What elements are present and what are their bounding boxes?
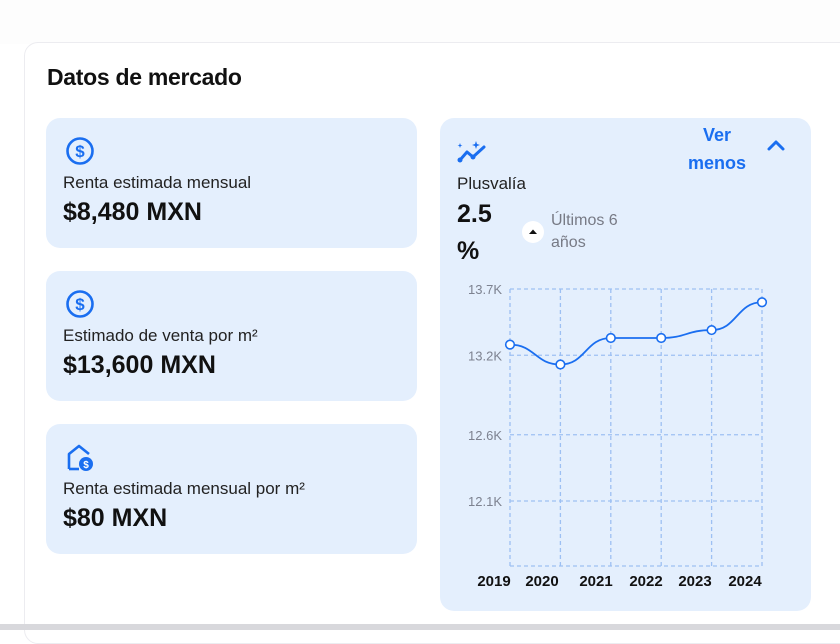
house-dollar-icon: $	[67, 444, 93, 471]
data-point	[656, 332, 667, 344]
trend-up-badge	[522, 221, 544, 243]
period-line-2: años	[551, 234, 586, 251]
stat-label: Estimado de venta por m²	[63, 326, 258, 345]
svg-text:$: $	[75, 295, 85, 314]
stat-value: $8,480 MXN	[63, 198, 202, 226]
stat-value: $13,600 MXN	[63, 351, 216, 379]
x-tick-label: 2021	[579, 573, 612, 590]
y-tick-label: 13.7K	[468, 282, 502, 297]
stat-card-sale-per-m2: $ Estimado de venta por m² $13,600 MXN	[46, 271, 417, 401]
x-tick-label: 2020	[525, 573, 558, 590]
top-strip	[0, 0, 840, 44]
plusvalia-unit: %	[457, 237, 480, 265]
stat-label: Renta estimada mensual	[63, 173, 252, 192]
plusvalia-label: Plusvalía	[457, 174, 526, 193]
toggle-line-1: Ver	[702, 125, 732, 145]
toggle-ver-menos-button[interactable]: Ver menos	[685, 121, 749, 177]
x-tick-label: 2022	[629, 573, 662, 590]
trend-sparkle-icon	[457, 141, 486, 163]
period-text: Últimos 6 años	[551, 210, 618, 254]
period-line-1: Últimos 6	[551, 212, 618, 229]
y-tick-label: 13.2K	[468, 348, 502, 363]
stat-card-rent-per-m2: $ Renta estimada mensual por m² $80 MXN	[46, 424, 417, 554]
data-point	[555, 359, 566, 370]
x-tick-label: 2024	[728, 573, 762, 590]
series-line	[509, 301, 763, 366]
data-point	[706, 324, 717, 336]
plusvalia-value: 2.5	[457, 200, 492, 228]
section-title: Datos de mercado	[47, 64, 242, 90]
stat-value: $80 MXN	[63, 504, 168, 532]
plusvalia-panel	[440, 118, 811, 611]
stat-card-monthly-rent: $ Renta estimada mensual $8,480 MXN	[46, 118, 417, 248]
toggle-line-2: menos	[687, 153, 747, 173]
chevron-up-icon[interactable]	[764, 136, 788, 154]
y-tick-label: 12.6K	[468, 428, 502, 443]
x-tick-label: 2023	[678, 573, 711, 590]
plusvalia-line-chart: 13.7K 13.2K 12.6K 12.1K 2019 2020 2021 2022 2023…	[468, 282, 768, 590]
caret-up-icon	[529, 229, 537, 234]
data-point	[756, 297, 768, 308]
dollar-circle-icon: $	[66, 137, 94, 165]
svg-text:$: $	[75, 142, 85, 161]
data-point	[504, 339, 516, 350]
svg-text:$: $	[83, 460, 89, 471]
dollar-circle-icon: $	[66, 290, 94, 318]
stat-label: Renta estimada mensual por m²	[63, 479, 305, 498]
y-tick-label: 12.1K	[468, 494, 502, 509]
bottom-bar	[0, 624, 840, 630]
data-point	[605, 332, 616, 344]
x-tick-label: 2019	[477, 573, 510, 590]
